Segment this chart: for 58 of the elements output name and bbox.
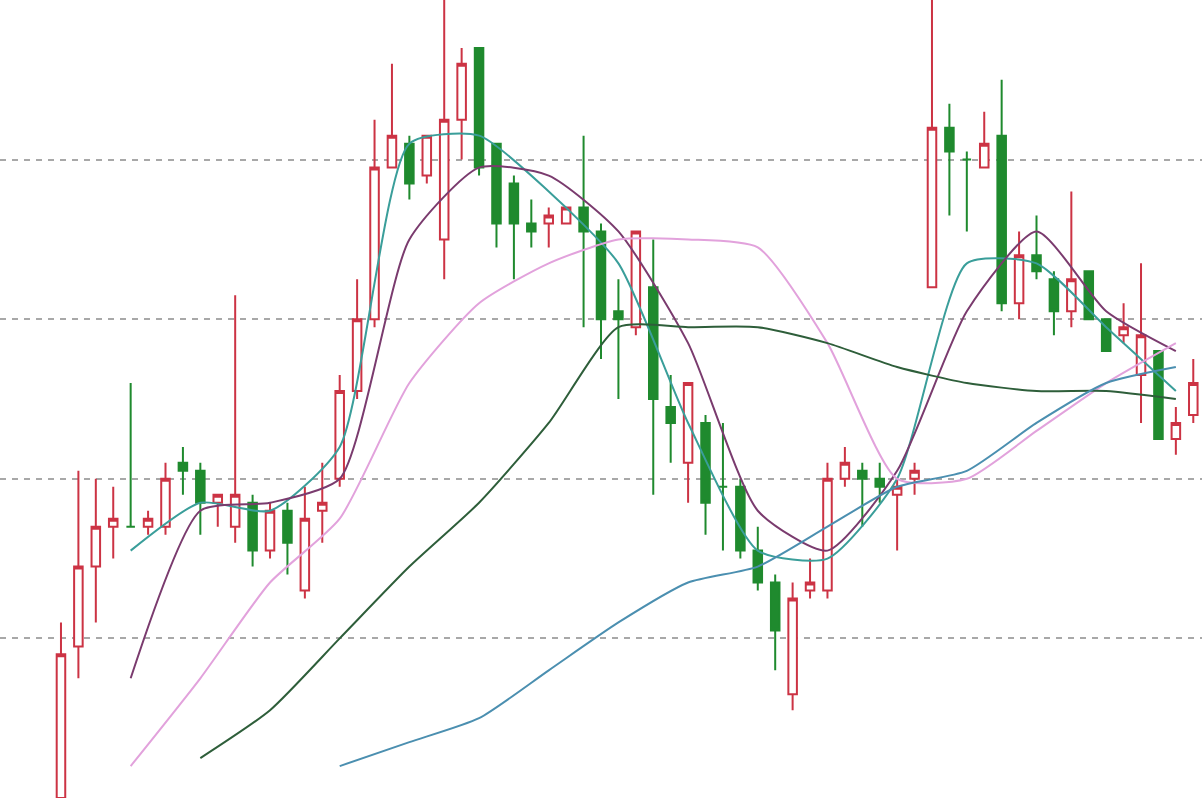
candlestick xyxy=(386,62,398,169)
candlestick xyxy=(317,461,328,544)
candlestick xyxy=(73,469,84,680)
candlestick xyxy=(804,557,816,600)
candlestick xyxy=(1153,350,1164,440)
candlestick xyxy=(682,382,694,504)
candlestick xyxy=(125,382,136,528)
candlestick xyxy=(961,150,973,233)
candlestick xyxy=(299,485,311,600)
candlestick xyxy=(1013,230,1025,321)
candlestick xyxy=(369,118,380,329)
candlestick xyxy=(1135,262,1147,424)
candlestick xyxy=(735,477,746,560)
candlestick xyxy=(90,477,102,624)
candlestick xyxy=(264,501,276,560)
candlestick xyxy=(978,110,990,169)
candlestick xyxy=(857,461,868,528)
candlestick xyxy=(195,461,206,536)
candlestick xyxy=(717,421,729,552)
candlestick xyxy=(839,445,851,488)
candlestick xyxy=(787,581,798,712)
candlestick xyxy=(648,238,659,496)
candlestick xyxy=(909,461,920,496)
candlestick xyxy=(107,485,119,560)
candlestick xyxy=(1066,190,1077,329)
candlestick xyxy=(578,134,589,329)
candlestick xyxy=(613,278,624,400)
candlestick xyxy=(752,525,764,592)
candlestick xyxy=(595,222,607,361)
candlestick xyxy=(212,493,224,528)
candlestick xyxy=(404,134,415,201)
candlestick xyxy=(665,374,676,464)
candlestick xyxy=(700,413,711,536)
candlestick xyxy=(996,78,1007,313)
candlestick xyxy=(822,461,833,600)
candlestick xyxy=(1031,214,1042,281)
candlestick xyxy=(247,493,258,568)
candlestick xyxy=(229,294,241,544)
candlestick xyxy=(769,573,781,672)
candlestick xyxy=(334,374,345,488)
candlestick xyxy=(508,174,520,281)
candlestick xyxy=(456,46,467,161)
candlestick xyxy=(351,278,363,400)
candlestick xyxy=(1118,302,1129,345)
candlestick xyxy=(473,46,485,177)
candlestick xyxy=(421,134,433,185)
candlestick xyxy=(874,461,885,504)
candlestick xyxy=(282,501,293,576)
candlestick xyxy=(142,509,154,536)
candlestick xyxy=(160,461,171,536)
candlestick xyxy=(891,477,903,552)
candlestick xyxy=(1048,270,1060,337)
candlestick xyxy=(543,206,554,249)
candlestick xyxy=(526,198,537,249)
candlestick xyxy=(1170,405,1182,456)
candlestick xyxy=(177,445,189,496)
candlestick xyxy=(491,142,502,249)
candlestick xyxy=(944,102,955,217)
